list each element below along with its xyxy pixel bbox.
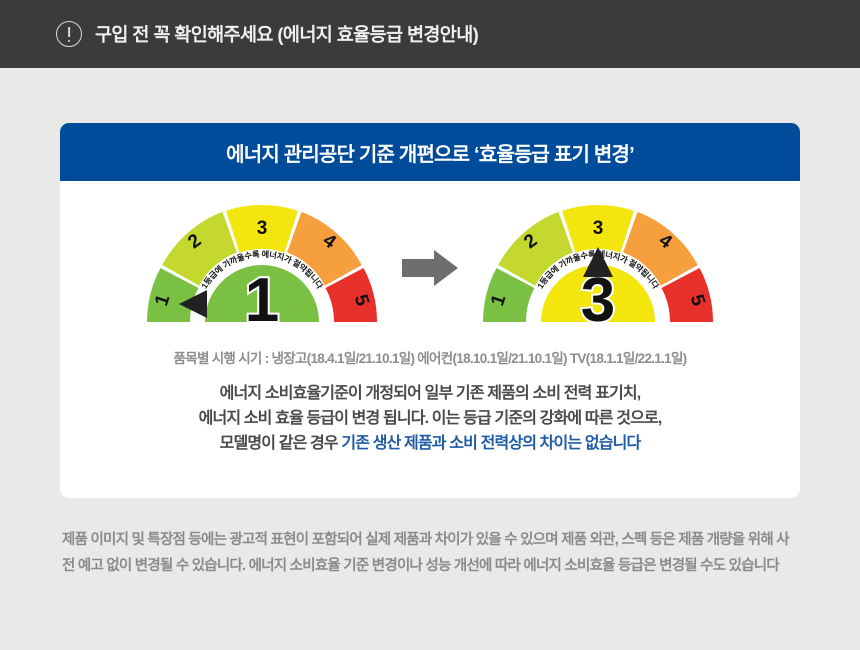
- segment-1: [483, 268, 535, 322]
- body-copy: 에너지 소비효율기준이 개정되어 일부 기존 제품의 소비 전력 표기치, 에너…: [60, 382, 800, 456]
- body-line-1: 에너지 소비효율기준이 개정되어 일부 기존 제품의 소비 전력 표기치,: [219, 385, 642, 402]
- card-header-title: 에너지 관리공단 기준 개편으로 ‘효율등급 표기 변경’: [226, 143, 634, 166]
- segment-5: [661, 268, 713, 322]
- gauge-after: 1 2 3 4 5 1등급에 가까울수록 에너지가 절약됩니다 3: [473, 194, 723, 334]
- segment-label-3: 3: [593, 218, 604, 239]
- gauge-after-inner-fill: [541, 265, 655, 322]
- gauge-before: 1 2 3 4 5 1등급에 가까울수록 에너지가 절약됩니다 1: [137, 194, 387, 334]
- energy-grade-card: 에너지 관리공단 기준 개편으로 ‘효율등급 표기 변경’ 1: [60, 123, 800, 498]
- gauge-before-segments: [147, 204, 377, 322]
- top-bar-title: 구입 전 꼭 확인해주세요 (에너지 효율등급 변경안내): [95, 24, 479, 45]
- body-line-3-prefix: 모델명이 같은 경우: [219, 434, 342, 452]
- gauge-after-pointer-icon: [583, 247, 613, 277]
- implementation-dates: 품목별 시행 시기 : 냉장고(18.4.1일/21.10.1일) 에어컨(18…: [173, 351, 688, 366]
- gauge-before-inner-fill: [205, 265, 319, 322]
- gauge-after-segments: [483, 204, 713, 322]
- segment-4: [287, 211, 362, 286]
- gauge-after-svg: 1 2 3 4 5 1등급에 가까울수록 에너지가 절약됩니다 3: [483, 204, 713, 334]
- gauge-after-grade: 3: [581, 266, 615, 334]
- segment-label-3: 3: [257, 218, 268, 239]
- segment-2: [498, 211, 573, 286]
- gauge-before-pointer-icon: [179, 290, 207, 318]
- gauge-before-grade: 1: [245, 266, 279, 334]
- gauge-comparison-row: 1 2 3 4 5 1등급에 가까울수록 에너지가 절약됩니다 1: [60, 181, 800, 341]
- top-notice-bar: 구입 전 꼭 확인해주세요 (에너지 효율등급 변경안내): [0, 0, 860, 68]
- segment-2: [162, 211, 237, 286]
- gauge-before-svg: 1 2 3 4 5 1등급에 가까울수록 에너지가 절약됩니다 1: [147, 204, 377, 334]
- segment-3: [562, 204, 634, 253]
- segment-1: [147, 268, 199, 322]
- segment-4: [623, 211, 698, 286]
- card-header: 에너지 관리공단 기준 개편으로 ‘효율등급 표기 변경’: [60, 123, 800, 181]
- body-line-3: 모델명이 같은 경우 기존 생산 제품과 소비 전력상의 차이는 없습니다: [60, 432, 800, 457]
- body-line-3-accent: 기존 생산 제품과 소비 전력상의 차이는 없습니다: [341, 434, 641, 452]
- transition-arrow: [387, 194, 473, 334]
- segment-5: [325, 268, 377, 322]
- right-arrow-icon: [402, 250, 458, 286]
- exclamation-circle-icon: [56, 21, 82, 47]
- segment-3: [226, 204, 298, 253]
- body-line-2: 에너지 소비 효율 등급이 변경 됩니다. 이는 등급 기준의 강화에 따른 것…: [198, 409, 663, 427]
- disclaimer-text: 제품 이미지 및 특장점 등에는 광고적 표현이 포함되어 실제 제품과 차이가…: [62, 532, 790, 574]
